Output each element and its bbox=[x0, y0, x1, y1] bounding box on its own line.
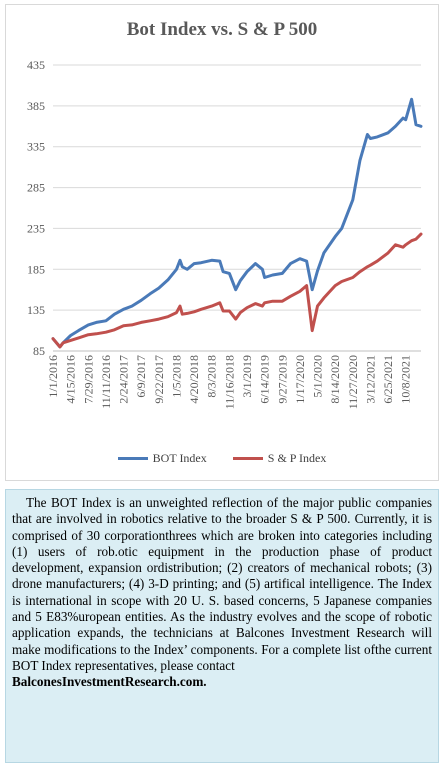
x-tick-label: 1/1/2016 bbox=[46, 355, 60, 398]
chart-container: Bot Index vs. S & P 500 85 135 185 235 285 33… bbox=[5, 4, 439, 481]
chart-title: Bot Index vs. S & P 500 bbox=[126, 19, 318, 40]
series-line-bot-index bbox=[51, 97, 423, 349]
x-tick-label: 8/14/2020 bbox=[328, 355, 342, 404]
y-tick-label: 335 bbox=[27, 140, 45, 154]
chart-legend: BOT Index S & P Index bbox=[6, 451, 438, 466]
x-tick-label: 6/9/2017 bbox=[134, 355, 148, 398]
line-chart: 85 135 185 235 285 335 385 435 1/1/2016 4/15/2016… bbox=[27, 58, 423, 409]
description-text: The BOT Index is an unweighted reflectio… bbox=[12, 495, 432, 673]
legend-item-bot: BOT Index bbox=[117, 451, 207, 466]
y-tick-label: 235 bbox=[27, 221, 45, 235]
x-tick-label: 9/27/2019 bbox=[275, 355, 289, 404]
y-tick-label: 435 bbox=[27, 58, 45, 72]
x-tick-label: 9/22/2017 bbox=[152, 355, 166, 404]
x-tick-label: 3/12/2021 bbox=[363, 355, 377, 404]
legend-item-sp: S & P Index bbox=[232, 451, 327, 466]
x-tick-label: 10/8/2021 bbox=[399, 355, 413, 404]
series-line-sp-index bbox=[51, 232, 423, 349]
y-tick-label: 385 bbox=[27, 99, 45, 113]
x-tick-label: 11/16/2018 bbox=[222, 355, 236, 409]
legend-label-sp: S & P Index bbox=[267, 451, 327, 465]
legend-label-bot: BOT Index bbox=[152, 451, 207, 465]
x-tick-label: 6/25/2021 bbox=[381, 355, 395, 404]
y-tick-label: 285 bbox=[27, 181, 45, 195]
x-tick-label: 4/15/2016 bbox=[64, 355, 78, 404]
x-tick-label: 1/5/2018 bbox=[169, 355, 183, 398]
x-tick-label: 11/11/2016 bbox=[99, 355, 113, 409]
contact-link[interactable]: BalconesInvestmentResearch.com. bbox=[12, 674, 207, 690]
y-tick-label: 135 bbox=[27, 303, 45, 317]
x-tick-label: 6/14/2019 bbox=[258, 355, 272, 404]
x-tick-label: 1/17/2020 bbox=[293, 355, 307, 404]
x-tick-label: 2/24/2017 bbox=[117, 355, 131, 404]
x-tick-label: 11/27/2020 bbox=[346, 355, 360, 409]
x-tick-label: 8/3/2018 bbox=[205, 355, 219, 398]
legend-swatch-bot bbox=[117, 457, 148, 460]
x-tick-label: 3/1/2019 bbox=[240, 355, 254, 398]
x-tick-label: 7/29/2016 bbox=[81, 355, 95, 404]
x-tick-label: 4/20/2018 bbox=[187, 355, 201, 404]
description-box: The BOT Index is an unweighted reflectio… bbox=[5, 489, 439, 763]
x-tick-label: 5/1/2020 bbox=[311, 355, 325, 398]
y-tick-label: 185 bbox=[27, 262, 45, 276]
legend-swatch-sp bbox=[232, 457, 263, 460]
y-tick-label: 85 bbox=[33, 344, 45, 358]
